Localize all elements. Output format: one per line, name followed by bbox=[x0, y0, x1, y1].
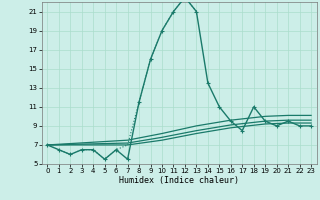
X-axis label: Humidex (Indice chaleur): Humidex (Indice chaleur) bbox=[119, 176, 239, 185]
